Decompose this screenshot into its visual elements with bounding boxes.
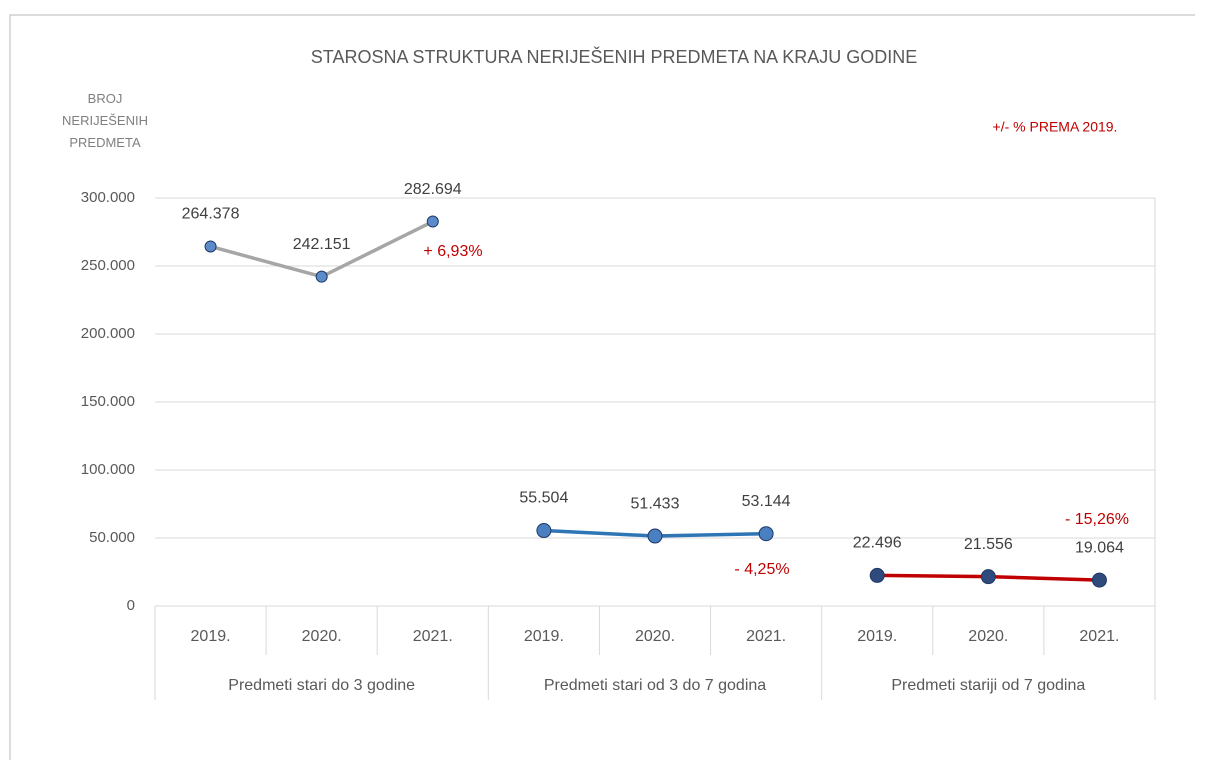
- marker: [869, 567, 885, 583]
- y-tick-label: 200.000: [81, 325, 135, 342]
- marker: [204, 240, 217, 253]
- data-label: 264.378: [182, 206, 240, 223]
- data-label: 242.151: [293, 236, 351, 253]
- group-label: Predmeti stari od 3 do 7 godina: [544, 677, 766, 694]
- marker: [426, 215, 439, 228]
- y-tick-label: 250.000: [81, 257, 135, 274]
- data-label: 19.064: [1075, 539, 1124, 556]
- group-label: Predmeti stari do 3 godine: [228, 677, 415, 694]
- group-label: Predmeti stariji od 7 godina: [891, 677, 1085, 694]
- chart-border: [9, 14, 1195, 760]
- y-tick-label: 300.000: [81, 189, 135, 206]
- chart-title: STAROSNA STRUKTURA NERIJEŠENIH PREDMETA …: [311, 46, 917, 67]
- data-label: 55.504: [519, 490, 568, 507]
- marker: [647, 528, 663, 544]
- x-tick-label: 2021.: [413, 628, 453, 645]
- annotation: +/- % PREMA 2019.: [993, 119, 1118, 135]
- x-tick-label: 2019.: [857, 628, 897, 645]
- marker: [536, 523, 552, 539]
- x-tick-label: 2019.: [191, 628, 231, 645]
- data-label: 22.496: [853, 535, 902, 552]
- data-label: 53.144: [742, 493, 791, 510]
- annotation: + 6,93%: [423, 243, 482, 260]
- y-tick-label: 50.000: [89, 529, 135, 546]
- data-label: 51.433: [631, 495, 680, 512]
- x-tick-label: 2020.: [635, 628, 675, 645]
- annotation: - 4,25%: [734, 561, 789, 578]
- x-tick-label: 2021.: [1079, 628, 1119, 645]
- marker: [980, 569, 996, 585]
- y-tick-label: 100.000: [81, 461, 135, 478]
- marker: [758, 526, 774, 542]
- data-label: 282.694: [404, 181, 462, 198]
- y-axis-label: BROJ NERIJEŠENIH PREDMETA: [62, 91, 148, 150]
- annotation: - 15,26%: [1065, 511, 1129, 528]
- y-tick-label: 150.000: [81, 393, 135, 410]
- x-tick-label: 2020.: [968, 628, 1008, 645]
- x-tick-label: 2021.: [746, 628, 786, 645]
- marker: [315, 270, 328, 283]
- y-tick-label: 0: [127, 597, 135, 614]
- x-tick-label: 2019.: [524, 628, 564, 645]
- x-tick-label: 2020.: [302, 628, 342, 645]
- marker: [1091, 572, 1107, 588]
- data-label: 21.556: [964, 536, 1013, 553]
